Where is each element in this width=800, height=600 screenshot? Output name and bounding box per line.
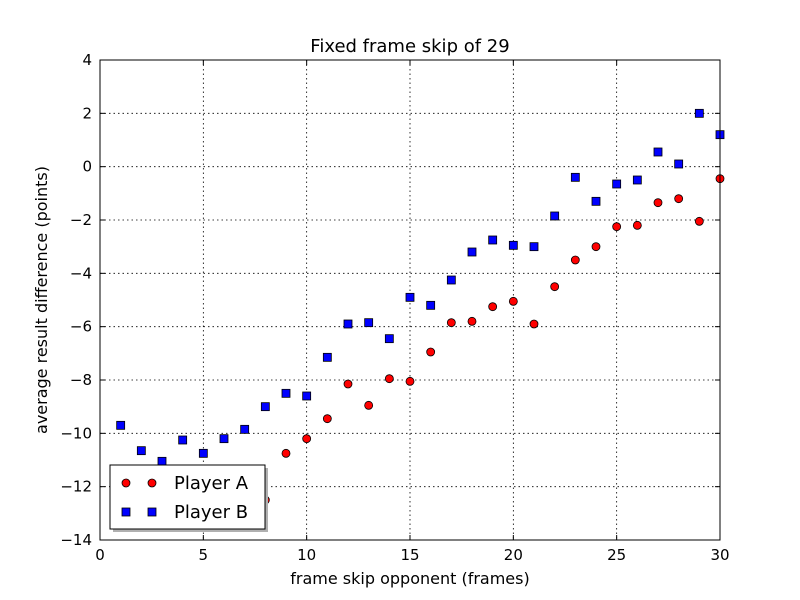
data-point (653, 198, 663, 208)
legend-marker (121, 478, 131, 488)
data-point (570, 255, 580, 265)
y-tick-label: 0 (82, 158, 92, 176)
data-point (302, 434, 312, 444)
data-points (116, 108, 725, 505)
y-tick-label: −4 (70, 264, 92, 282)
y-tick-label: −8 (70, 371, 92, 389)
legend: Player A Player B (109, 464, 268, 532)
data-point (446, 275, 456, 285)
data-point (529, 319, 539, 329)
data-point (591, 196, 601, 206)
legend-marker (121, 507, 131, 517)
data-point (302, 391, 312, 401)
y-tick-label: 2 (82, 104, 92, 122)
legend-marker (147, 478, 157, 488)
data-point (240, 424, 250, 434)
legend-box (109, 464, 266, 530)
data-point (281, 388, 291, 398)
data-point (674, 159, 684, 169)
data-point (632, 220, 642, 230)
data-point (570, 172, 580, 182)
y-tick-label: −14 (60, 531, 92, 549)
data-point (674, 194, 684, 204)
data-point (508, 240, 518, 250)
data-point (157, 456, 167, 466)
data-point (219, 434, 229, 444)
data-point (467, 316, 477, 326)
data-point (632, 175, 642, 185)
data-point (550, 211, 560, 221)
data-point (508, 296, 518, 306)
y-tick-label: −6 (70, 318, 92, 336)
x-tick-label: 10 (297, 546, 316, 564)
data-point (529, 242, 539, 252)
data-point (260, 402, 270, 412)
data-point (281, 448, 291, 458)
y-tick-label: −2 (70, 211, 92, 229)
data-point (488, 302, 498, 312)
plot-frame (99, 59, 721, 541)
y-tick-label: −12 (60, 478, 92, 496)
data-point (426, 300, 436, 310)
data-point (136, 446, 146, 456)
data-point (178, 435, 188, 445)
y-axis-label: average result difference (points) (32, 166, 51, 434)
data-point (343, 379, 353, 389)
data-point (322, 352, 332, 362)
x-tick-label: 20 (504, 546, 523, 564)
data-point (591, 242, 601, 252)
chart-title: Fixed frame skip of 29 (310, 36, 509, 57)
data-point (612, 222, 622, 232)
data-point (446, 318, 456, 328)
x-axis-label: frame skip opponent (frames) (290, 569, 529, 588)
data-point (384, 374, 394, 384)
y-tick-label: −10 (60, 424, 92, 442)
data-point (488, 235, 498, 245)
legend-label: Player B (174, 502, 248, 523)
data-point (550, 282, 560, 292)
y-tick-label: 4 (82, 51, 92, 69)
data-point (405, 376, 415, 386)
data-point (364, 318, 374, 328)
data-point (426, 347, 436, 357)
x-tick-label: 30 (710, 546, 729, 564)
data-point (467, 247, 477, 257)
data-point (198, 448, 208, 458)
x-tick-label: 5 (199, 546, 209, 564)
x-tick-label: 0 (95, 546, 105, 564)
legend-label: Player A (174, 473, 249, 494)
data-point (653, 147, 663, 157)
data-point (322, 414, 332, 424)
x-tick-label: 15 (400, 546, 419, 564)
data-point (116, 420, 126, 430)
data-point (384, 334, 394, 344)
data-point (612, 179, 622, 189)
data-point (364, 400, 374, 410)
data-point (343, 319, 353, 329)
data-point (694, 108, 704, 118)
data-point (694, 216, 704, 226)
tick-labels: 0 5 10 15 20 25 30 −14 −12 −10 −8 −6 −4 −2 0 2 4 (60, 51, 729, 564)
legend-marker (147, 507, 157, 517)
series-1-points (260, 174, 725, 505)
data-point (405, 292, 415, 302)
series-2-points (116, 108, 725, 466)
x-tick-label: 25 (607, 546, 626, 564)
